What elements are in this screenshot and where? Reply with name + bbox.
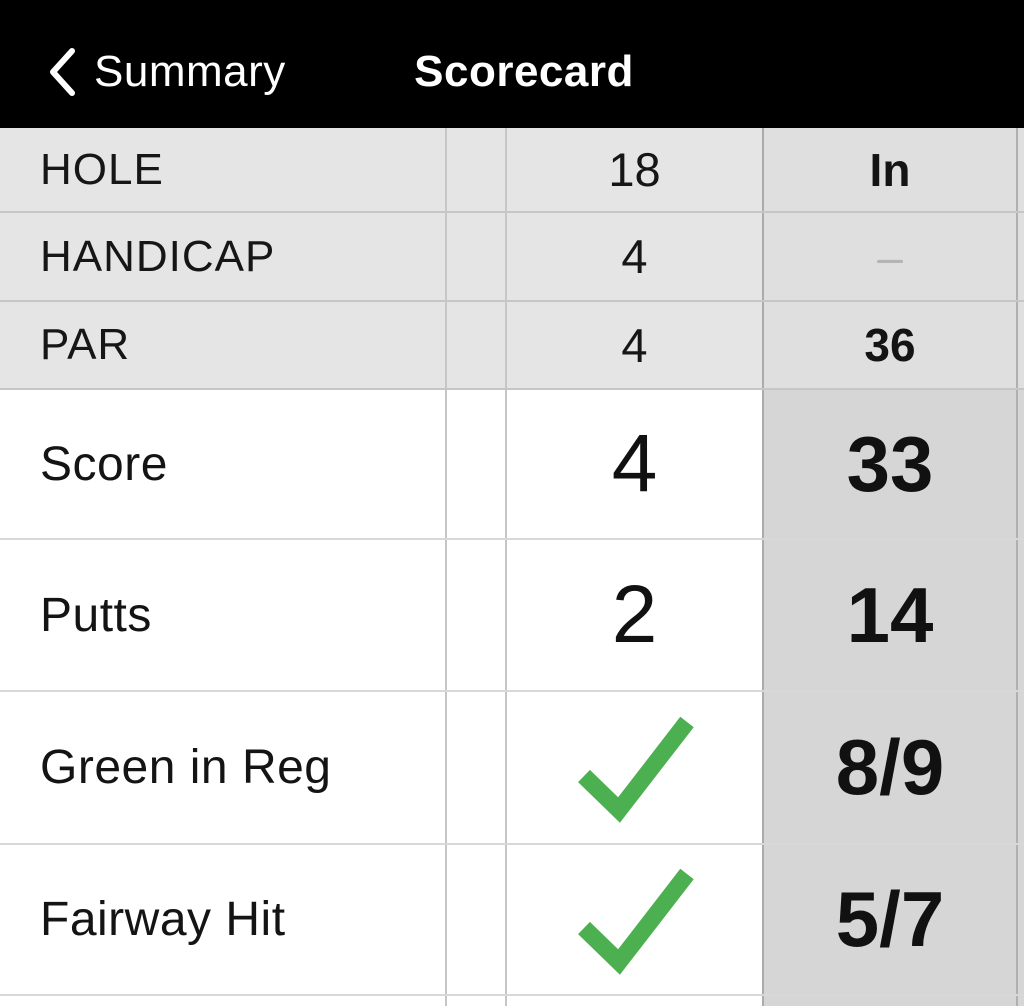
- partial-value-cell: [507, 996, 762, 1006]
- handicap-total-cell: –: [762, 213, 1016, 300]
- score-total-cell: 33: [762, 390, 1016, 538]
- table-row-hole: HOLE 18 In: [0, 128, 1024, 213]
- column-spacer: [445, 692, 507, 843]
- score-value-cell: 4: [507, 390, 762, 538]
- next-column-sliver: [1016, 302, 1024, 388]
- table-row-par: PAR 4 36: [0, 302, 1024, 390]
- row-label: Green in Reg: [0, 692, 445, 843]
- chevron-left-icon: [48, 47, 76, 97]
- next-column-sliver: [1016, 390, 1024, 538]
- row-label: Score: [0, 390, 445, 538]
- column-spacer: [445, 128, 507, 211]
- next-column-sliver: [1016, 128, 1024, 211]
- putts-total-cell: 14: [762, 540, 1016, 690]
- next-column-sliver: [1016, 540, 1024, 690]
- par-total-cell: 36: [762, 302, 1016, 388]
- table-row-handicap: HANDICAP 4 –: [0, 213, 1024, 302]
- partial-total-cell: [762, 996, 1016, 1006]
- row-label: Putts: [0, 540, 445, 690]
- column-spacer: [445, 390, 507, 538]
- next-column-sliver: [1016, 692, 1024, 843]
- row-label: [0, 996, 445, 1006]
- table-row-partial: [0, 996, 1024, 1006]
- table-row-putts: Putts 2 14: [0, 540, 1024, 692]
- next-column-sliver: [1016, 213, 1024, 300]
- table-row-score: Score 4 33: [0, 390, 1024, 540]
- back-button[interactable]: Summary: [48, 36, 286, 108]
- par-value-cell: 4: [507, 302, 762, 388]
- column-spacer: [445, 302, 507, 388]
- column-spacer: [445, 540, 507, 690]
- hole-number-cell: 18: [507, 128, 762, 211]
- next-column-sliver: [1016, 845, 1024, 994]
- row-label: Fairway Hit: [0, 845, 445, 994]
- table-row-green-in-reg: Green in Reg 8/9: [0, 692, 1024, 845]
- checkmark-icon: [577, 716, 694, 823]
- back-button-label: Summary: [94, 47, 286, 96]
- row-label: HANDICAP: [0, 213, 445, 300]
- column-spacer: [445, 845, 507, 994]
- in-header-cell: In: [762, 128, 1016, 211]
- table-row-fairway-hit: Fairway Hit 5/7: [0, 845, 1024, 996]
- handicap-value-cell: 4: [507, 213, 762, 300]
- next-column-sliver: [1016, 996, 1024, 1006]
- checkmark-icon: [577, 868, 694, 975]
- scorecard-table[interactable]: HOLE 18 In HANDICAP 4 – PAR 4 36 Score 4…: [0, 128, 1024, 1006]
- row-label: PAR: [0, 302, 445, 388]
- putts-value-cell: 2: [507, 540, 762, 690]
- column-spacer: [445, 213, 507, 300]
- column-spacer: [445, 996, 507, 1006]
- fairway-value-cell: [507, 845, 762, 994]
- gir-value-cell: [507, 692, 762, 843]
- row-label: HOLE: [0, 128, 445, 211]
- nav-bar: Summary Scorecard: [0, 0, 1024, 128]
- fairway-total-cell: 5/7: [762, 845, 1016, 994]
- gir-total-cell: 8/9: [762, 692, 1016, 843]
